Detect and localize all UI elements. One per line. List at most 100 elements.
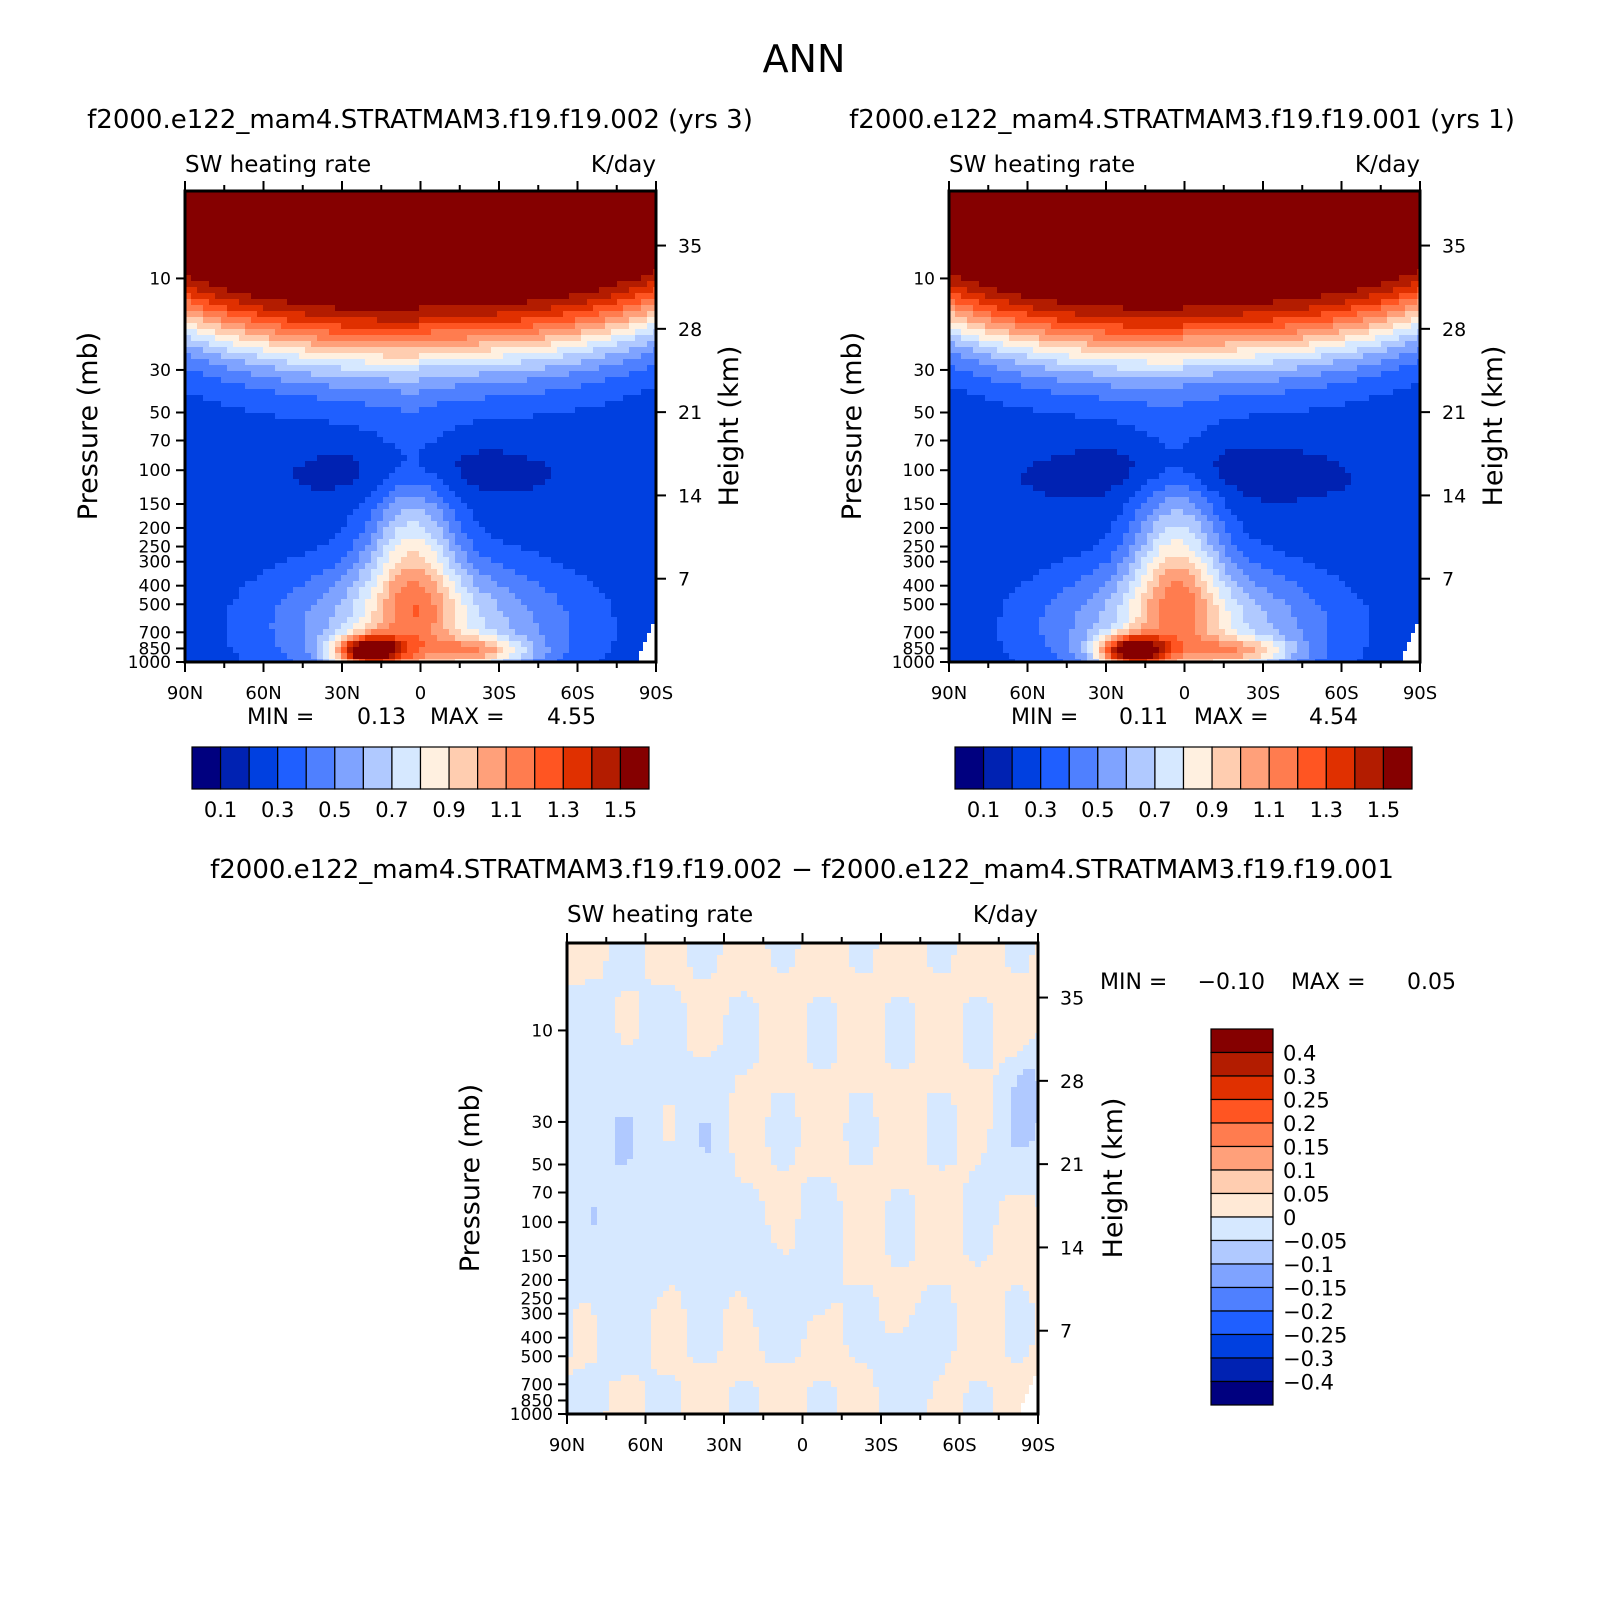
contour-cell — [323, 293, 330, 300]
contour-cell — [347, 473, 354, 480]
contour-cell — [215, 419, 222, 426]
contour-cell — [275, 263, 282, 270]
contour-cell — [227, 239, 234, 246]
contour-cell — [473, 245, 480, 252]
contour-cell — [311, 407, 318, 414]
contour-cell — [473, 335, 480, 342]
contour-cell — [317, 299, 324, 306]
contour-cell — [449, 281, 456, 288]
contour-cell — [335, 227, 342, 234]
contour-cell — [293, 551, 300, 558]
contour-cell — [383, 245, 390, 252]
contour-cell — [293, 527, 300, 534]
contour-cell — [563, 257, 570, 264]
contour-cell — [641, 353, 648, 360]
contour-cell — [593, 233, 600, 240]
contour-cell — [305, 221, 312, 228]
contour-cell — [365, 293, 372, 300]
contour-cell — [557, 389, 564, 396]
contour-cell — [305, 335, 312, 342]
contour-cell — [323, 347, 330, 354]
contour-cell — [485, 431, 492, 438]
contour-cell — [221, 203, 228, 210]
contour-cell — [509, 521, 516, 528]
contour-cell — [287, 389, 294, 396]
contour-cell — [437, 209, 444, 216]
contour-cell — [515, 527, 522, 534]
contour-cell — [335, 425, 342, 432]
contour-cell — [233, 383, 240, 390]
contour-cell — [341, 461, 348, 468]
contour-cell — [647, 509, 654, 516]
contour-cell — [581, 509, 588, 516]
contour-cell — [329, 335, 336, 342]
contour-cell — [467, 251, 474, 258]
contour-cell — [581, 503, 588, 510]
contour-cell — [473, 389, 480, 396]
contour-cell — [431, 479, 438, 486]
contour-cell — [389, 335, 396, 342]
contour-cell — [491, 533, 498, 540]
contour-cell — [419, 251, 426, 258]
contour-cell — [353, 257, 360, 264]
contour-cell — [269, 305, 276, 312]
contour-cell — [209, 293, 216, 300]
contour-cell — [599, 341, 606, 348]
contour-cell — [227, 233, 234, 240]
contour-cell — [347, 365, 354, 372]
contour-cell — [287, 521, 294, 528]
contour-cell — [479, 491, 486, 498]
contour-cell — [575, 449, 582, 456]
contour-cell — [209, 557, 216, 564]
contour-cell — [419, 413, 426, 420]
contour-cell — [551, 209, 558, 216]
contour-cell — [575, 221, 582, 228]
contour-cell — [299, 395, 306, 402]
contour-cell — [263, 389, 270, 396]
contour-cell — [515, 491, 522, 498]
contour-cell — [293, 461, 300, 468]
contour-cell — [305, 311, 312, 318]
contour-cell — [533, 413, 540, 420]
contour-cell — [185, 371, 192, 378]
contour-cell — [281, 191, 288, 198]
contour-cell — [239, 215, 246, 222]
contour-cell — [371, 197, 378, 204]
contour-cell — [245, 197, 252, 204]
contour-cell — [227, 347, 234, 354]
contour-cell — [275, 341, 282, 348]
contour-cell — [365, 227, 372, 234]
contour-cell — [419, 419, 426, 426]
contour-cell — [563, 395, 570, 402]
contour-cell — [263, 263, 270, 270]
contour-cell — [563, 509, 570, 516]
contour-cell — [437, 449, 444, 456]
contour-cell — [545, 203, 552, 210]
contour-cell — [335, 545, 342, 552]
contour-cell — [389, 539, 396, 546]
contour-cell — [311, 275, 318, 282]
contour-cell — [635, 545, 642, 552]
contour-cell — [383, 317, 390, 324]
contour-cell — [491, 359, 498, 366]
contour-cell — [485, 275, 492, 282]
contour-cell — [347, 347, 354, 354]
contour-cell — [431, 491, 438, 498]
contour-cell — [575, 359, 582, 366]
contour-cell — [311, 317, 318, 324]
contour-cell — [581, 335, 588, 342]
contour-cell — [641, 557, 648, 564]
contour-cell — [617, 551, 624, 558]
contour-cell — [233, 197, 240, 204]
contour-cell — [533, 503, 540, 510]
contour-cell — [635, 329, 642, 336]
contour-cell — [251, 323, 258, 330]
contour-cell — [293, 233, 300, 240]
contour-cell — [569, 233, 576, 240]
contour-cell — [449, 215, 456, 222]
contour-cell — [359, 353, 366, 360]
contour-cell — [455, 425, 462, 432]
contour-cell — [605, 365, 612, 372]
contour-cell — [233, 365, 240, 372]
contour-cell — [611, 545, 618, 552]
